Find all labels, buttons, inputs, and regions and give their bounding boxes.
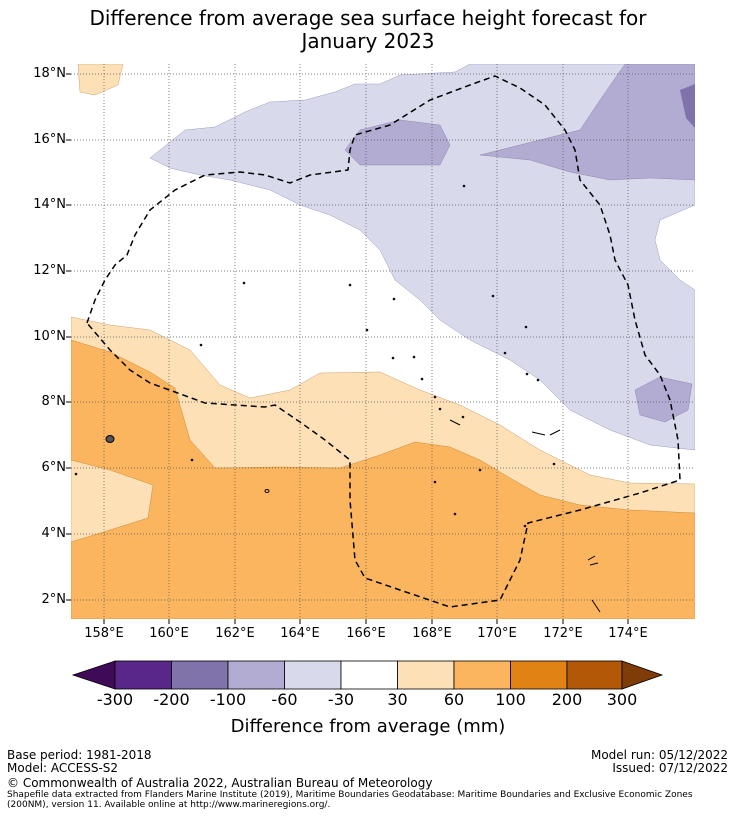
tick-marks [66, 73, 629, 624]
lat-tick-label: 10°N [33, 329, 66, 344]
region-minus200-minus100 [680, 84, 695, 128]
islands [74, 184, 601, 613]
copyright: © Commonwealth of Australia 2022, Austra… [7, 776, 433, 790]
colorbar-bin [340, 660, 398, 690]
region-30-60-north [77, 64, 124, 96]
shapefile-credit-line-2: (200NM), version 11. Available online at… [7, 800, 331, 810]
colorbar-label: -60 [271, 690, 298, 709]
colorbar-bin [284, 660, 342, 690]
colorbar-bin [510, 660, 568, 690]
lon-tick-label: 162°E [215, 626, 255, 641]
lat-tick-label: 18°N [33, 66, 66, 81]
colorbar-bin [453, 660, 511, 690]
colorbar-label: -100 [209, 690, 247, 709]
colorbar-bin [566, 660, 623, 690]
lon-tick-label: 164°E [280, 626, 320, 641]
colorbar-bin [227, 660, 285, 690]
colorbar-label: 300 [606, 690, 638, 709]
colorbar-label: 100 [495, 690, 526, 709]
colorbar [71, 660, 664, 690]
colorbar-extend-low [71, 660, 116, 690]
lon-tick-label: 158°E [84, 626, 124, 641]
issued-date: Issued: 07/12/2022 [612, 761, 728, 775]
lon-tick-label: 170°E [477, 626, 517, 641]
title-line-2: January 2023 [301, 29, 435, 53]
colorbar-title: Difference from average (mm) [230, 716, 506, 737]
lon-tick-label: 160°E [149, 626, 189, 641]
eez-boundary [86, 75, 681, 608]
colorbar-label: -300 [96, 690, 134, 709]
shapefile-credit: Shapefile data extracted from Flanders M… [7, 790, 727, 810]
colorbar-extend-high [621, 660, 664, 690]
colorbar-label: 30 [387, 690, 408, 709]
gridlines [71, 64, 695, 619]
lat-tick-label: 2°N [41, 592, 67, 607]
colorbar-bin [397, 660, 455, 690]
lat-tick-label: 4°N [41, 526, 67, 541]
region-minus100-minus60 [344, 119, 451, 166]
lon-tick-label: 166°E [346, 626, 386, 641]
colorbar-label: -200 [153, 690, 190, 709]
colorbar-bin [114, 660, 172, 690]
title-line-1: Difference from average sea surface heig… [89, 6, 647, 30]
region-60-100 [71, 339, 695, 619]
lat-tick-label: 14°N [33, 197, 66, 212]
model-name: Model: ACCESS-S2 [7, 761, 119, 775]
lat-tick-label: 8°N [41, 394, 67, 409]
lat-tick-label: 6°N [41, 460, 67, 475]
lat-tick-label: 12°N [33, 263, 66, 278]
colorbar-label: -30 [327, 690, 355, 709]
lon-tick-label: 168°E [412, 626, 452, 641]
colorbar-bin [171, 660, 229, 690]
lat-tick-label: 16°N [33, 132, 66, 147]
model-run: Model run: 05/12/2022 [590, 748, 728, 762]
colorbar-label: 200 [551, 690, 583, 709]
lon-tick-label: 172°E [543, 626, 583, 641]
shapefile-credit-line-1: Shapefile data extracted from Flanders M… [7, 790, 693, 800]
map-plot-area [71, 64, 695, 619]
lon-tick-label: 174°E [608, 626, 648, 641]
map-title: Difference from average sea surface heig… [0, 7, 736, 53]
base-period: Base period: 1981-2018 [7, 748, 152, 762]
colorbar-label: 60 [443, 690, 465, 709]
